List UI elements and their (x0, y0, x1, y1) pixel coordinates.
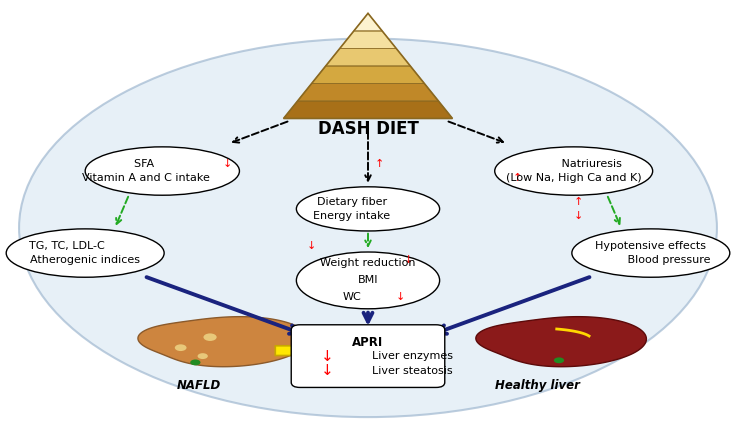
Text: ↓: ↓ (222, 159, 232, 169)
Text: Weight reduction: Weight reduction (320, 258, 416, 268)
Text: NAFLD: NAFLD (177, 379, 221, 392)
Polygon shape (476, 316, 646, 367)
Text: Healthy liver: Healthy liver (495, 379, 579, 392)
FancyArrowPatch shape (116, 197, 128, 224)
Polygon shape (283, 101, 453, 119)
Ellipse shape (495, 147, 653, 195)
Ellipse shape (572, 229, 730, 277)
Polygon shape (311, 66, 425, 84)
FancyArrowPatch shape (275, 344, 435, 357)
Circle shape (554, 357, 564, 363)
Text: Atherogenic indices: Atherogenic indices (30, 255, 140, 265)
Ellipse shape (6, 229, 164, 277)
Text: Hypotensive effects: Hypotensive effects (595, 241, 707, 251)
Text: Natriuresis: Natriuresis (558, 159, 622, 169)
Text: BMI: BMI (358, 276, 378, 285)
Ellipse shape (19, 38, 717, 417)
Text: ↓: ↓ (573, 211, 583, 221)
FancyArrowPatch shape (437, 277, 590, 334)
Text: DASH DIET: DASH DIET (317, 120, 419, 138)
Circle shape (197, 353, 208, 359)
FancyArrowPatch shape (365, 132, 371, 181)
Text: ↓: ↓ (307, 241, 316, 251)
Text: WC: WC (342, 292, 361, 303)
FancyBboxPatch shape (291, 325, 445, 387)
Text: ↑: ↑ (573, 197, 583, 207)
Text: (Low Na, High Ca and K): (Low Na, High Ca and K) (506, 173, 642, 183)
Text: ↓: ↓ (404, 255, 413, 265)
FancyArrowPatch shape (608, 197, 620, 224)
Text: ↑: ↑ (375, 159, 384, 169)
Text: Energy intake: Energy intake (314, 211, 390, 221)
Polygon shape (354, 14, 382, 31)
Circle shape (190, 360, 200, 365)
Text: Liver steatosis: Liver steatosis (372, 366, 453, 376)
Text: APRI: APRI (353, 336, 383, 349)
Ellipse shape (297, 252, 439, 309)
FancyArrowPatch shape (364, 313, 372, 322)
Text: Liver enzymes: Liver enzymes (372, 351, 453, 361)
Text: ↓: ↓ (321, 363, 334, 379)
FancyArrowPatch shape (146, 277, 299, 334)
FancyArrowPatch shape (233, 122, 288, 143)
Polygon shape (340, 31, 396, 49)
Polygon shape (297, 84, 439, 101)
FancyArrowPatch shape (365, 233, 371, 246)
Text: ↓: ↓ (321, 349, 334, 364)
Text: ↓: ↓ (396, 292, 405, 303)
Text: Blood pressure: Blood pressure (623, 255, 710, 265)
Circle shape (174, 344, 186, 351)
Polygon shape (138, 316, 308, 367)
Text: TG, TC, LDL-C: TG, TC, LDL-C (29, 241, 109, 251)
Text: Vitamin A and C intake: Vitamin A and C intake (82, 173, 210, 183)
FancyArrowPatch shape (448, 122, 503, 143)
Text: Dietary fiber: Dietary fiber (316, 197, 387, 207)
Ellipse shape (85, 147, 239, 195)
Polygon shape (326, 49, 410, 66)
Circle shape (203, 333, 216, 341)
Ellipse shape (297, 187, 439, 231)
Text: ↑: ↑ (513, 173, 523, 183)
Text: SFA: SFA (135, 159, 158, 169)
